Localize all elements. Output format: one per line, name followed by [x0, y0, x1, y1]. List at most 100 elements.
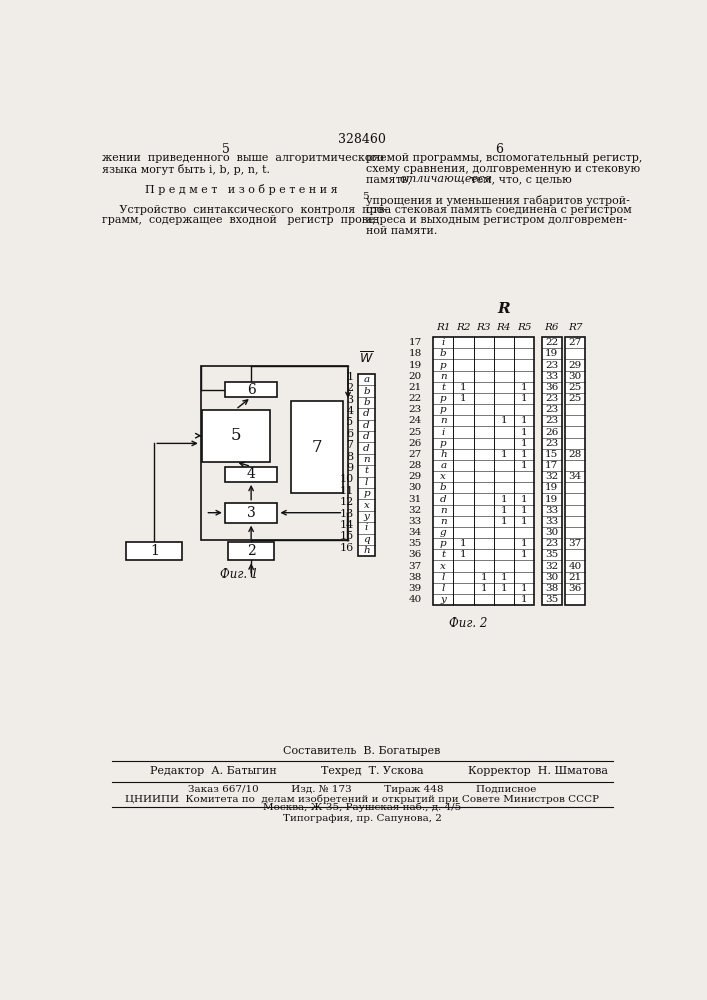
Text: 1: 1 — [520, 416, 527, 425]
Text: 21: 21 — [568, 573, 582, 582]
Text: 23: 23 — [545, 394, 559, 403]
Text: Устройство  синтаксического  контроля  про-: Устройство синтаксического контроля про- — [103, 205, 387, 215]
Text: 40: 40 — [568, 562, 582, 571]
Bar — [127, 542, 182, 560]
Text: Типография, пр. Сапунова, 2: Типография, пр. Сапунова, 2 — [283, 814, 441, 823]
Text: t: t — [365, 466, 368, 475]
Text: 1: 1 — [460, 550, 467, 559]
Text: 23: 23 — [545, 405, 559, 414]
Bar — [228, 542, 274, 560]
Text: Заказ 667/10          Изд. № 173          Тираж 448          Подписное: Заказ 667/10 Изд. № 173 Тираж 448 Подпис… — [188, 785, 536, 794]
Text: l: l — [442, 573, 445, 582]
Text: R2: R2 — [456, 323, 471, 332]
Text: 11: 11 — [339, 486, 354, 496]
Text: ряемой программы, вспомогательный регистр,: ряемой программы, вспомогательный регист… — [366, 153, 642, 163]
Text: 33: 33 — [545, 506, 559, 515]
Text: g: g — [440, 528, 447, 537]
Text: 38: 38 — [545, 584, 559, 593]
Text: p: p — [440, 361, 447, 370]
Text: 1: 1 — [520, 495, 527, 504]
Text: тем, что, с целью: тем, что, с целью — [467, 174, 572, 184]
Text: 1: 1 — [501, 573, 507, 582]
Text: 1: 1 — [460, 394, 467, 403]
Bar — [565, 337, 585, 605]
Text: Москва, Ж-35, Раушская наб., д. 4/5: Москва, Ж-35, Раушская наб., д. 4/5 — [263, 803, 461, 812]
Text: грамм,  содержащее  входной   регистр  прове-: грамм, содержащее входной регистр прове- — [103, 215, 378, 225]
Text: 27: 27 — [568, 338, 582, 347]
Text: 1: 1 — [520, 584, 527, 593]
Text: R3: R3 — [477, 323, 491, 332]
Text: языка могут быть i, b, p, n, t.: языка могут быть i, b, p, n, t. — [103, 164, 270, 175]
Text: Редактор  А. Батыгин: Редактор А. Батыгин — [151, 766, 277, 776]
Text: d: d — [363, 409, 370, 418]
Text: i: i — [442, 428, 445, 437]
Text: 15: 15 — [339, 531, 354, 541]
Text: упрощения и уменьшения габаритов устрой-: упрощения и уменьшения габаритов устрой- — [366, 195, 630, 206]
Text: 2: 2 — [346, 383, 354, 393]
Text: R5: R5 — [517, 323, 531, 332]
Text: 7: 7 — [346, 440, 354, 450]
Text: 5: 5 — [230, 427, 241, 444]
Text: Корректор  Н. Шматова: Корректор Н. Шматова — [468, 766, 608, 776]
Text: 30: 30 — [568, 372, 582, 381]
Text: 15: 15 — [545, 450, 559, 459]
Text: 34: 34 — [568, 472, 582, 481]
Text: 12: 12 — [339, 497, 354, 507]
Text: 23: 23 — [545, 539, 559, 548]
Text: 24: 24 — [409, 416, 421, 425]
Text: 23: 23 — [545, 439, 559, 448]
Text: 5: 5 — [221, 143, 230, 156]
Text: n: n — [440, 506, 447, 515]
Text: 28: 28 — [409, 461, 421, 470]
Text: 3: 3 — [346, 395, 354, 405]
Text: b: b — [363, 398, 370, 407]
Text: ной памяти.: ной памяти. — [366, 226, 437, 236]
Text: 31: 31 — [409, 495, 421, 504]
Text: 1: 1 — [460, 383, 467, 392]
Text: p: p — [440, 539, 447, 548]
Text: 5: 5 — [362, 192, 368, 201]
Text: R1: R1 — [436, 323, 450, 332]
Text: p: p — [440, 394, 447, 403]
Bar — [225, 503, 277, 523]
Text: адреса и выходным регистром долговремен-: адреса и выходным регистром долговремен- — [366, 215, 627, 225]
Text: 6: 6 — [495, 143, 503, 156]
Text: b: b — [440, 349, 447, 358]
Text: 39: 39 — [409, 584, 421, 593]
Text: 37: 37 — [409, 562, 421, 571]
Text: p: p — [440, 439, 447, 448]
Text: d: d — [363, 421, 370, 430]
Text: память,: память, — [366, 174, 414, 184]
Text: 1: 1 — [520, 450, 527, 459]
Text: 25: 25 — [568, 383, 582, 392]
Text: h: h — [363, 546, 370, 555]
Text: 18: 18 — [409, 349, 421, 358]
Bar — [225, 466, 277, 482]
Text: d: d — [363, 432, 370, 441]
Text: $\overline{W}$: $\overline{W}$ — [359, 351, 374, 366]
Text: 29: 29 — [568, 361, 582, 370]
Text: l: l — [442, 584, 445, 593]
Text: 1: 1 — [480, 573, 487, 582]
Text: d: d — [363, 444, 370, 453]
Bar — [542, 337, 562, 605]
Text: 27: 27 — [409, 450, 421, 459]
Text: x: x — [363, 501, 370, 510]
Text: b: b — [363, 387, 370, 396]
Text: R6: R6 — [544, 323, 559, 332]
Text: 1: 1 — [520, 517, 527, 526]
Text: схему сравнения, долговременную и стековую: схему сравнения, долговременную и стеков… — [366, 164, 640, 174]
Text: p: p — [440, 405, 447, 414]
Text: 33: 33 — [409, 517, 421, 526]
Text: 35: 35 — [545, 595, 559, 604]
Text: жении  приведенного  выше  алгоритмического: жении приведенного выше алгоритмического — [103, 153, 384, 163]
Text: 36: 36 — [568, 584, 582, 593]
Text: 6: 6 — [346, 429, 354, 439]
Text: q: q — [363, 535, 370, 544]
Text: 17: 17 — [409, 338, 421, 347]
Text: 23: 23 — [545, 361, 559, 370]
Text: 1: 1 — [501, 416, 507, 425]
Text: n: n — [440, 517, 447, 526]
Text: Фиг. 1: Фиг. 1 — [221, 568, 259, 581]
Bar — [225, 382, 277, 397]
